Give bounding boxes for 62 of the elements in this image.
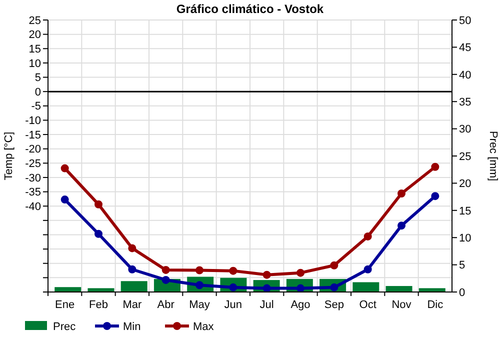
y2-tick-label: 15 — [459, 205, 472, 218]
point — [60, 196, 69, 204]
y-tick-label: 5 — [34, 72, 41, 84]
y-axis-title: Temp [°C] — [3, 132, 15, 180]
x-tick-label: Dic — [427, 299, 444, 311]
legend-label: Prec — [53, 320, 76, 333]
point — [94, 230, 102, 238]
y2-tick-label: 20 — [459, 178, 472, 190]
x-tick-label: Nov — [392, 299, 412, 311]
x-tick-label: Ago — [290, 299, 310, 311]
y2-tick-label: 0 — [459, 286, 466, 299]
point — [162, 276, 170, 284]
y-tick-label: -10 — [25, 115, 41, 128]
point — [162, 266, 170, 274]
y-tick-label: 15 — [28, 43, 41, 56]
y2-tick-label: 30 — [459, 124, 472, 136]
point — [296, 268, 304, 277]
chart-title: Gráfico climático - Vostok — [176, 2, 324, 16]
y-tick-label: -30 — [25, 172, 41, 184]
point — [229, 266, 238, 275]
y2-tick-label: 40 — [459, 69, 472, 82]
y-tick-label: -40 — [25, 200, 41, 213]
y-tick-label: 20 — [28, 29, 41, 42]
y2-tick-label: 25 — [459, 150, 472, 163]
y-tick-label: -25 — [25, 158, 41, 170]
point — [364, 265, 372, 274]
point — [128, 265, 136, 274]
y2-tick-label: 50 — [459, 14, 472, 27]
x-tick-label: May — [189, 299, 210, 311]
y-tick-label: -5 — [31, 100, 41, 113]
y-tick-label: 10 — [28, 58, 41, 70]
x-tick-label: Sep — [324, 299, 344, 311]
y2-tick-label: 10 — [459, 232, 472, 244]
y-tick-label: -35 — [25, 186, 41, 199]
x-tick-label: Oct — [359, 299, 376, 311]
x-tick-label: Jun — [224, 299, 242, 311]
y-tick-label: 25 — [28, 14, 41, 27]
x-tick-label: Abr — [157, 299, 175, 311]
x-tick-label: Feb — [89, 299, 108, 311]
point — [364, 232, 372, 240]
point — [128, 244, 136, 252]
legend-label: Min — [123, 320, 141, 333]
point — [262, 270, 271, 279]
legend-label: Max — [193, 320, 214, 333]
point — [94, 200, 102, 208]
x-tick-label: Mar — [122, 299, 142, 311]
point — [431, 162, 440, 171]
point — [196, 266, 204, 274]
point — [431, 192, 440, 200]
y-tick-label: -15 — [25, 129, 41, 142]
y2-tick-label: 5 — [459, 260, 466, 272]
point — [60, 164, 69, 172]
y2-tick-label: 35 — [459, 96, 472, 108]
x-tick-label: Jul — [260, 299, 274, 311]
y-tick-label: -20 — [25, 144, 41, 156]
x-tick-label: Ene — [55, 299, 75, 311]
y-tick-label: 0 — [34, 86, 41, 98]
y2-tick-label: 45 — [459, 42, 472, 54]
point — [330, 261, 338, 270]
point — [398, 222, 406, 230]
point — [398, 190, 406, 198]
y2-axis-title: Prec [mm] — [487, 130, 499, 182]
